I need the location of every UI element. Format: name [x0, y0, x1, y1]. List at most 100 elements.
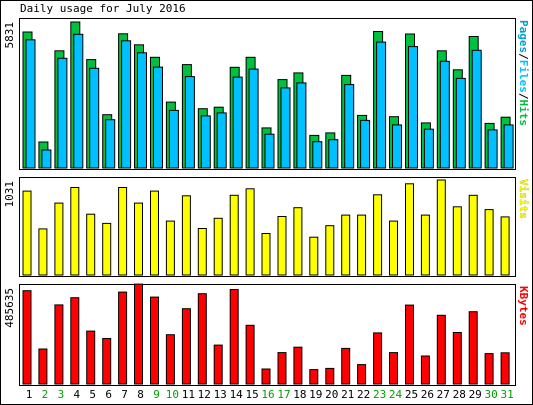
bar-kbytes-day-8: [134, 283, 143, 385]
x-tick-label-day-11: 11: [182, 388, 195, 401]
bar-kbytes-day-13: [213, 344, 223, 385]
x-tick-label-day-19: 19: [309, 388, 322, 401]
bar-visits-day-17: [277, 216, 287, 276]
x-tick-label-day-18: 18: [293, 388, 306, 401]
bar-files-day-14: [232, 76, 243, 169]
bar-visits-day-22: [357, 214, 367, 276]
bar-files-day-7: [121, 40, 132, 169]
bar-files-day-6: [105, 119, 116, 169]
bar-files-day-3: [57, 57, 68, 169]
panel-frame-visits: [19, 177, 516, 277]
ylabel-part-4: Hits: [517, 100, 530, 127]
panel-frame-kbytes: [19, 284, 516, 386]
bar-visits-day-21: [341, 214, 351, 276]
x-tick-label-day-2: 2: [42, 388, 49, 401]
x-tick-label-day-4: 4: [73, 388, 80, 401]
ylabel-part-0: Visits: [517, 179, 530, 219]
x-tick-label-day-13: 13: [214, 388, 227, 401]
bar-visits-day-8: [134, 202, 143, 276]
x-tick-label-day-27: 27: [437, 388, 450, 401]
bar-files-day-12: [200, 115, 211, 169]
bar-visits-day-4: [70, 187, 80, 276]
ylabel-part-0: KBytes: [517, 286, 530, 326]
bar-files-day-28: [455, 77, 466, 169]
bar-visits-day-25: [405, 183, 414, 276]
bar-kbytes-day-6: [102, 338, 112, 385]
bar-visits-day-7: [118, 187, 128, 276]
bar-visits-day-3: [54, 202, 64, 276]
x-tick-label-day-20: 20: [325, 388, 338, 401]
bar-kbytes-day-28: [452, 332, 462, 385]
bar-kbytes-day-29: [468, 311, 478, 385]
bar-visits-day-9: [150, 190, 159, 276]
x-tick-label-day-6: 6: [105, 388, 112, 401]
bar-files-day-17: [280, 87, 291, 169]
panel-frame-hits-files-pages: [19, 18, 516, 170]
bar-files-day-23: [376, 41, 387, 169]
bar-visits-day-23: [373, 194, 383, 276]
bar-kbytes-day-17: [277, 352, 287, 385]
bar-kbytes-day-19: [309, 369, 319, 385]
bar-kbytes-day-31: [500, 352, 510, 385]
bar-files-day-5: [89, 67, 100, 169]
bar-files-day-15: [248, 68, 259, 169]
x-tick-label-day-16: 16: [261, 388, 274, 401]
max-label-hits-files-pages: 5831: [3, 22, 16, 49]
bar-visits-day-16: [261, 233, 271, 276]
bar-kbytes-day-7: [118, 291, 128, 385]
x-tick-label-day-26: 26: [421, 388, 434, 401]
x-tick-label-day-31: 31: [500, 388, 513, 401]
ylabel-part-2: Files: [517, 60, 530, 93]
ylabel-part-0: Pages: [517, 20, 530, 53]
bar-kbytes-day-12: [197, 293, 207, 385]
bar-kbytes-day-15: [245, 324, 255, 385]
bar-kbytes-day-25: [405, 304, 414, 385]
bar-files-day-4: [73, 33, 84, 169]
bar-visits-day-26: [420, 214, 430, 276]
bar-visits-day-30: [484, 209, 494, 276]
x-tick-label-day-7: 7: [121, 388, 128, 401]
bar-files-day-24: [392, 124, 402, 169]
max-label-visits: 1031: [3, 181, 16, 208]
ylabel-kbytes: KBytes: [517, 286, 530, 326]
bar-files-day-11: [184, 76, 195, 169]
ylabel-hits-files-pages: Pages/Files/Hits: [517, 20, 530, 126]
x-tick-label-day-22: 22: [357, 388, 370, 401]
bar-files-day-20: [328, 139, 339, 169]
ylabel-part-1: /: [517, 53, 530, 60]
bar-kbytes-day-11: [181, 308, 191, 385]
bar-kbytes-day-20: [325, 367, 335, 385]
bar-kbytes-day-1: [22, 290, 32, 385]
x-tick-label-day-25: 25: [405, 388, 418, 401]
x-tick-label-day-24: 24: [389, 388, 403, 401]
bar-visits-day-19: [309, 236, 319, 276]
bar-kbytes-day-24: [389, 352, 398, 385]
x-tick-label-day-3: 3: [58, 388, 65, 401]
bar-kbytes-day-26: [420, 355, 430, 385]
bar-files-day-22: [360, 119, 371, 169]
x-tick-label-day-8: 8: [137, 388, 144, 401]
x-tick-label-day-5: 5: [89, 388, 96, 401]
x-tick-label-day-14: 14: [230, 388, 244, 401]
x-tick-label-day-12: 12: [198, 388, 211, 401]
chart-title: Daily usage for July 2016: [20, 2, 186, 15]
bar-files-day-1: [25, 39, 36, 169]
x-tick-label-day-30: 30: [484, 388, 497, 401]
bar-files-day-21: [344, 84, 355, 169]
bar-kbytes-day-27: [436, 314, 446, 385]
x-tick-label-day-23: 23: [373, 388, 386, 401]
bar-visits-day-20: [325, 225, 335, 276]
bar-visits-day-18: [293, 207, 303, 276]
bar-kbytes-day-9: [150, 296, 159, 385]
bar-kbytes-day-23: [373, 332, 383, 385]
bar-files-day-9: [153, 66, 163, 169]
max-label-kbytes: 485635: [3, 288, 16, 328]
bar-files-day-26: [423, 128, 434, 169]
x-tick-label-day-21: 21: [341, 388, 354, 401]
bar-visits-day-29: [468, 194, 478, 276]
bar-files-day-8: [137, 52, 147, 169]
bar-visits-day-12: [197, 228, 207, 276]
x-tick-label-day-29: 29: [469, 388, 482, 401]
bar-visits-day-13: [213, 217, 223, 276]
